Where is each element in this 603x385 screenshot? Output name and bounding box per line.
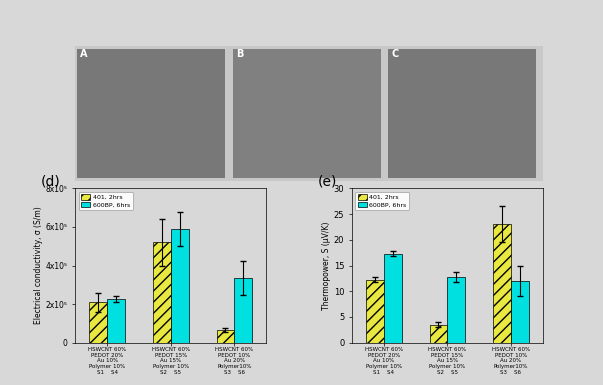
Bar: [511, 281, 529, 343]
Bar: [171, 229, 189, 343]
Legend: 401, 2hrs, 600BP, 6hrs: 401, 2hrs, 600BP, 6hrs: [355, 191, 409, 210]
Bar: [384, 254, 402, 343]
Text: C: C: [391, 49, 399, 59]
Bar: [89, 302, 107, 343]
FancyBboxPatch shape: [77, 49, 225, 179]
Bar: [153, 243, 171, 343]
Bar: [447, 277, 465, 343]
Text: (e): (e): [318, 174, 337, 188]
FancyBboxPatch shape: [233, 49, 380, 179]
Y-axis label: Thermopower, S (μV/K): Thermopower, S (μV/K): [322, 221, 331, 310]
Legend: 401, 2hrs, 600BP, 6hrs: 401, 2hrs, 600BP, 6hrs: [78, 191, 133, 210]
Text: A: A: [80, 49, 87, 59]
Bar: [493, 224, 511, 343]
Bar: [429, 325, 447, 343]
FancyBboxPatch shape: [388, 49, 537, 179]
Bar: [235, 278, 252, 343]
Text: B: B: [236, 49, 243, 59]
Bar: [107, 299, 125, 343]
Text: (d): (d): [41, 174, 61, 188]
Bar: [366, 280, 384, 343]
Y-axis label: Electrical conductivity, σ (S/m): Electrical conductivity, σ (S/m): [34, 207, 43, 325]
Bar: [216, 330, 235, 343]
